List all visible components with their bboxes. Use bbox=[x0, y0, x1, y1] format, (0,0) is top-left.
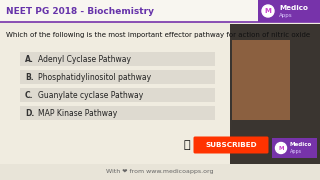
Bar bbox=[20, 70, 215, 84]
Text: Adenyl Cyclase Pathway: Adenyl Cyclase Pathway bbox=[38, 55, 131, 64]
Text: Medico: Medico bbox=[290, 143, 312, 147]
Bar bbox=[0, 0, 320, 22]
Text: MAP Kinase Pathway: MAP Kinase Pathway bbox=[38, 109, 117, 118]
Text: A.: A. bbox=[25, 55, 34, 64]
Circle shape bbox=[262, 5, 274, 17]
Text: Apps: Apps bbox=[279, 12, 292, 17]
FancyBboxPatch shape bbox=[194, 136, 268, 154]
Text: With ❤ from www.medicoapps.org: With ❤ from www.medicoapps.org bbox=[106, 170, 214, 174]
Text: SUBSCRIBED: SUBSCRIBED bbox=[205, 142, 257, 148]
Text: Guanylate cyclase Pathway: Guanylate cyclase Pathway bbox=[38, 91, 143, 100]
Text: C.: C. bbox=[25, 91, 34, 100]
Text: Phosphatidylinositol pathway: Phosphatidylinositol pathway bbox=[38, 73, 151, 82]
Bar bbox=[272, 138, 317, 158]
Text: Apps: Apps bbox=[290, 148, 302, 154]
Text: D.: D. bbox=[25, 109, 34, 118]
Text: Which of the following is the most important effector pathway for action of nitr: Which of the following is the most impor… bbox=[6, 32, 310, 38]
Bar bbox=[258, 0, 320, 22]
Text: M: M bbox=[278, 145, 284, 150]
Text: 👍: 👍 bbox=[184, 140, 190, 150]
Bar bbox=[20, 88, 215, 102]
Bar bbox=[20, 52, 215, 66]
Text: B.: B. bbox=[25, 73, 34, 82]
Bar bbox=[230, 24, 320, 164]
Bar bbox=[0, 164, 320, 180]
Bar bbox=[232, 40, 290, 120]
Text: Medico: Medico bbox=[279, 5, 308, 11]
Text: M: M bbox=[265, 8, 271, 14]
Text: NEET PG 2018 - Biochemistry: NEET PG 2018 - Biochemistry bbox=[6, 6, 154, 15]
Bar bbox=[20, 106, 215, 120]
Circle shape bbox=[276, 143, 286, 154]
